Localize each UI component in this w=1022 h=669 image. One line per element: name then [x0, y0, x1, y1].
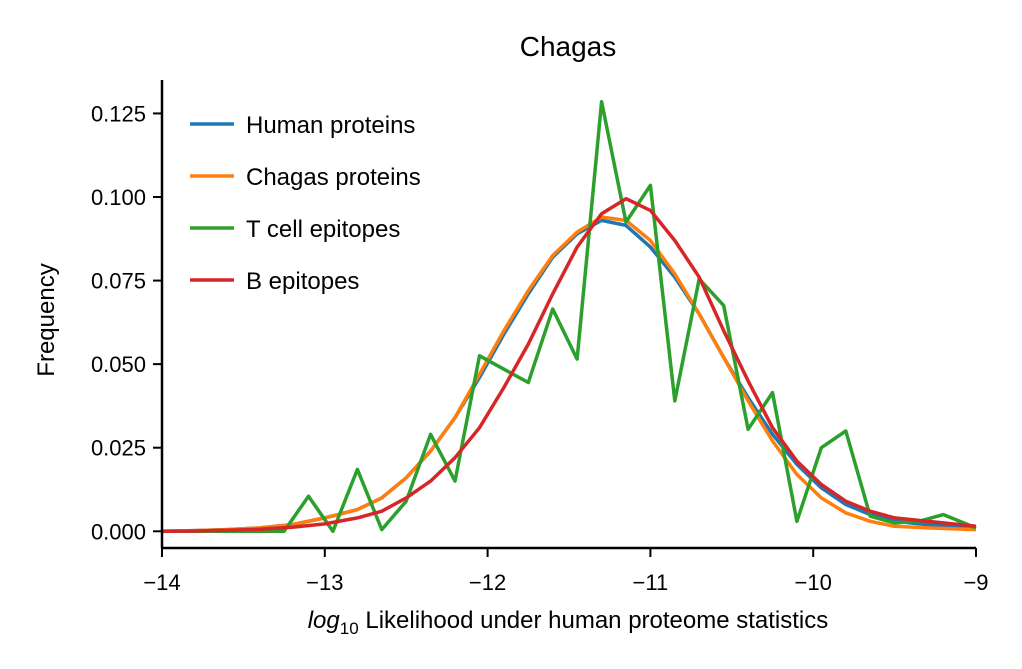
y-tick-label: 0.075: [91, 269, 146, 294]
plot-lines: [161, 99, 977, 534]
x-tick-label: −12: [469, 570, 506, 595]
legend-item-chagas-proteins: Chagas proteins: [190, 164, 421, 191]
y-tick-label: 0.025: [91, 436, 146, 461]
y-tick-label: 0.100: [91, 185, 146, 210]
y-tick-label: 0.050: [91, 352, 146, 377]
y-tick-label: 0.125: [91, 101, 146, 126]
legend-label: Human proteins: [246, 112, 415, 139]
x-axis-label-log: log: [308, 607, 341, 634]
x-tick-label: −14: [143, 570, 180, 595]
series-line-b-epitopes: [161, 196, 977, 534]
x-axis-label-text: Likelihood under human proteome statisti…: [359, 607, 829, 634]
legend-item-human-proteins: Human proteins: [190, 112, 415, 139]
chart-title: Chagas: [520, 31, 617, 62]
x-tick-label: −13: [306, 570, 343, 595]
x-axis-label: log10 Likelihood under human proteome st…: [308, 607, 829, 638]
legend-label: T cell epitopes: [246, 216, 400, 243]
axes: −14 −13 −12 −11 −10 −9 0.0000.0250.0500.0750.…: [91, 80, 989, 595]
legend-item-t-cell-epitopes: T cell epitopes: [190, 216, 400, 243]
legend: Human proteins Chagas proteins T cell epit…: [190, 112, 421, 295]
legend-item-b-epitopes: B epitopes: [190, 268, 359, 295]
x-axis-label-subscript: 10: [340, 619, 359, 638]
legend-label: Chagas proteins: [246, 164, 421, 191]
x-tick-label: −10: [795, 570, 832, 595]
x-tick-label: −11: [633, 570, 669, 595]
y-axis-label: Frequency: [33, 263, 60, 376]
y-tick-label: 0.000: [91, 519, 146, 544]
x-tick-label: −9: [963, 570, 988, 595]
y-ticks: 0.000 0.025 0.050 0.075 0.100 0.125: [91, 101, 162, 544]
legend-label: B epitopes: [246, 268, 359, 295]
x-ticks: −14 −13 −12 −11 −10 −9: [143, 548, 989, 595]
